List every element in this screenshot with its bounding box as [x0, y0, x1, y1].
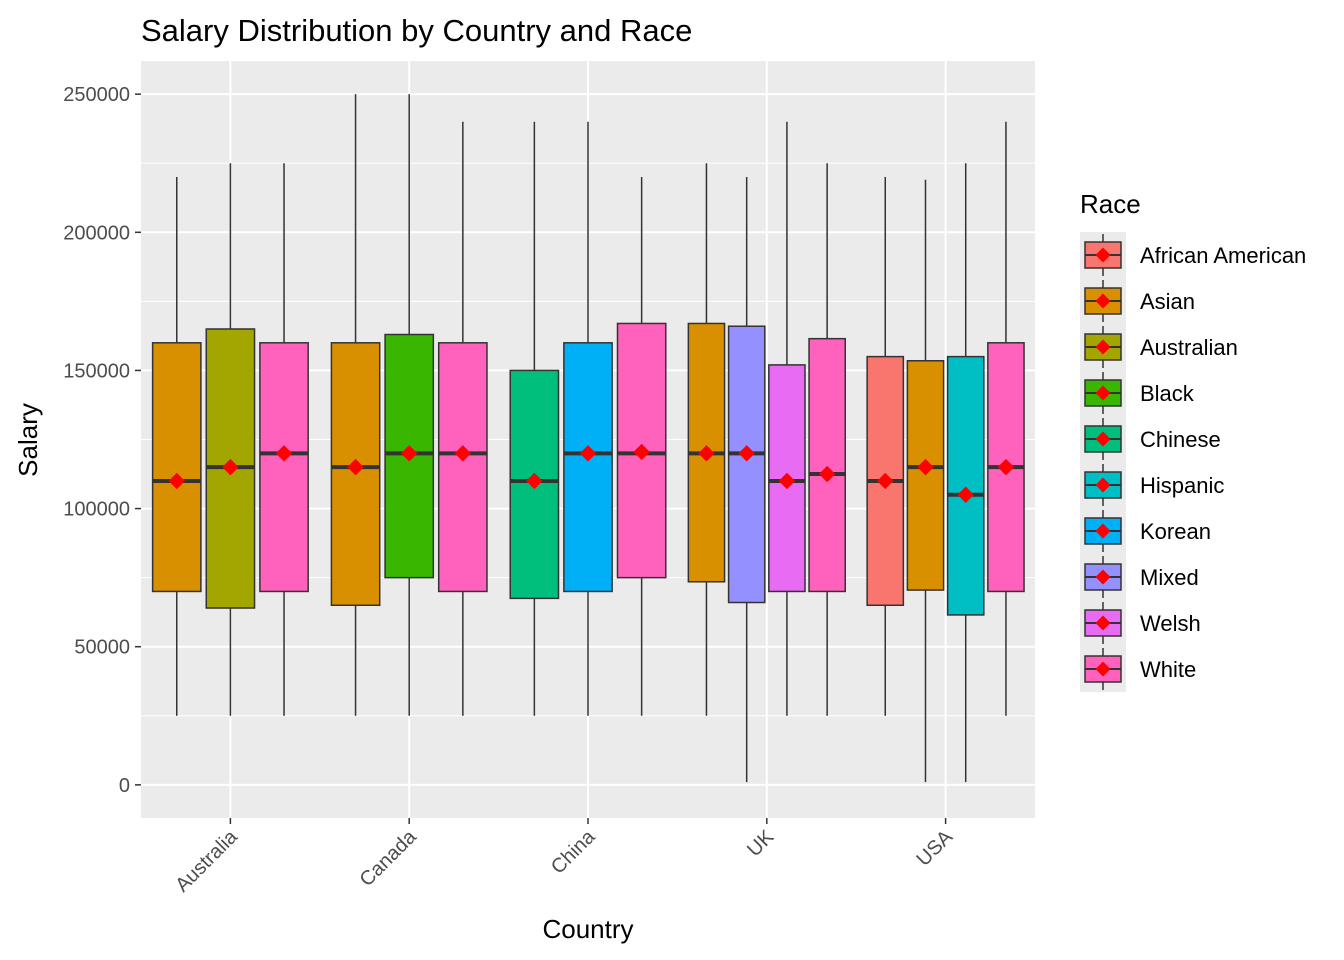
box-body — [946, 355, 985, 616]
mean-marker — [917, 458, 934, 476]
x-tick-label: UK — [743, 826, 779, 862]
box-body — [563, 342, 613, 593]
y-tick-label: 50000 — [74, 637, 130, 659]
legend-key-mean-marker — [1095, 293, 1111, 309]
legend: Race African American Asian Australian Blac… — [1080, 189, 1306, 692]
box-usa-asian — [906, 179, 945, 783]
box-body — [906, 360, 945, 591]
legend-label: Hispanic — [1140, 473, 1224, 498]
mean-marker — [347, 458, 364, 476]
y-tick-label: 100000 — [63, 499, 130, 521]
box-body — [259, 342, 309, 593]
box-body — [808, 337, 846, 593]
mean-marker — [222, 458, 239, 476]
y-tick-label: 150000 — [63, 360, 130, 382]
y-axis-title: Salary — [13, 403, 43, 477]
legend-item-hispanic: Hispanic — [1084, 464, 1224, 506]
legend-key-mean-marker — [1095, 385, 1111, 401]
mean-marker — [738, 445, 755, 462]
mean-marker — [698, 445, 715, 462]
box-australia-white — [259, 163, 309, 716]
legend-item-black: Black — [1084, 372, 1195, 414]
mean-marker — [997, 458, 1015, 476]
x-tick-label: China — [547, 825, 600, 878]
mean-marker — [275, 445, 293, 462]
box-uk-welsh — [768, 121, 806, 716]
plot-panel — [141, 61, 1035, 818]
legend-label: Korean — [1140, 519, 1211, 544]
legend-key-mean-marker — [1095, 569, 1111, 585]
box-china-korean — [563, 121, 613, 716]
legend-title: Race — [1080, 189, 1141, 219]
box-body — [437, 342, 488, 593]
legend-label: Chinese — [1140, 427, 1221, 452]
box-usa-white — [987, 121, 1025, 716]
mean-marker — [168, 472, 185, 490]
legend-item-chinese: Chinese — [1084, 418, 1221, 460]
box-uk-asian — [687, 163, 726, 716]
chart-title: Salary Distribution by Country and Race — [141, 13, 692, 48]
box-canada-black — [384, 94, 435, 716]
legend-item-asian: Asian — [1084, 280, 1195, 322]
box-australia-australian — [205, 163, 256, 716]
legend-key-mean-marker — [1095, 661, 1111, 677]
legend-label: Black — [1140, 381, 1195, 406]
legend-key-mean-marker — [1095, 477, 1111, 493]
legend-label: Welsh — [1140, 611, 1201, 636]
box-canada-white — [437, 121, 488, 716]
mean-marker — [778, 472, 796, 490]
legend-label: African American — [1140, 243, 1306, 268]
mean-marker — [957, 486, 974, 503]
box-uk-white — [808, 163, 846, 716]
y-tick-label: 0 — [119, 775, 130, 797]
legend-key-mean-marker — [1095, 339, 1111, 355]
box-china-chinese — [509, 121, 560, 716]
mean-marker — [400, 445, 418, 462]
mean-marker — [454, 445, 472, 462]
mean-marker — [818, 465, 836, 483]
legend-key-mean-marker — [1095, 247, 1111, 263]
x-tick-label: Canada — [356, 825, 422, 891]
legend-item-australian: Australian — [1084, 326, 1238, 368]
mean-marker — [526, 472, 543, 490]
legend-item-mixed: Mixed — [1084, 556, 1199, 598]
mean-marker — [633, 443, 650, 461]
legend-key-mean-marker — [1095, 431, 1111, 447]
x-axis-title: Country — [542, 914, 633, 944]
mean-marker — [579, 445, 597, 462]
legend-label: Asian — [1140, 289, 1195, 314]
legend-label: Mixed — [1140, 565, 1199, 590]
legend-item-african-american: African American — [1084, 234, 1306, 276]
legend-label: White — [1140, 657, 1196, 682]
box-uk-mixed — [727, 177, 766, 783]
box-australia-asian — [151, 177, 202, 716]
x-tick-label: USA — [912, 826, 957, 871]
y-tick-label: 200000 — [63, 222, 130, 244]
legend-key-mean-marker — [1095, 615, 1111, 631]
legend-label: Australian — [1140, 335, 1238, 360]
box-body — [151, 342, 202, 593]
box-body — [727, 325, 766, 604]
y-tick-label: 250000 — [63, 84, 130, 106]
legend-key-mean-marker — [1095, 523, 1111, 539]
box-canada-asian — [330, 94, 381, 716]
box-usa-hispanic — [946, 163, 985, 783]
box-china-white — [616, 177, 667, 716]
legend-item-welsh: Welsh — [1084, 602, 1201, 644]
mean-marker — [877, 472, 894, 490]
box-usa-african-american — [866, 177, 905, 716]
legend-item-white: White — [1084, 648, 1196, 690]
legend-item-korean: Korean — [1084, 510, 1211, 552]
x-tick-label: Australia — [171, 825, 242, 896]
